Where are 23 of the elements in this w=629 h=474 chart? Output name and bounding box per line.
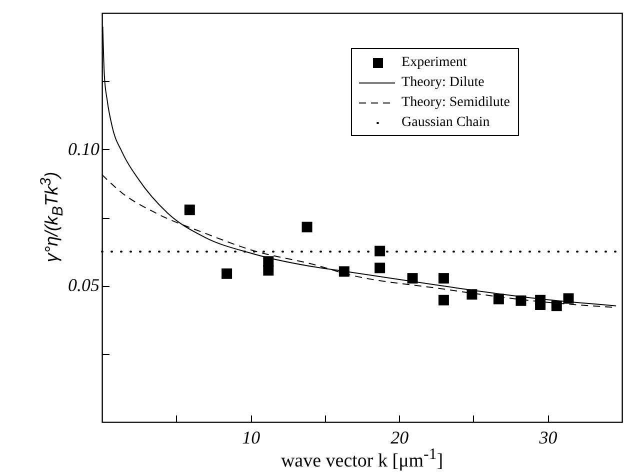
legend-label: Theory: Dilute [402,74,484,92]
y-tick-label: 0.10 [68,138,100,159]
point [438,273,449,284]
point [438,294,449,306]
x-tick-label: 10 [242,428,260,448]
legend-label: Theory: Semidilute [402,94,510,112]
point [374,262,386,274]
point [551,300,562,312]
x-axis-title: wave vector k [μm$^{-1}$] [280,446,444,472]
y-tick-label: 0.05 [68,275,100,296]
point [374,246,386,256]
point [493,294,504,304]
x-tick-label: 20 [390,428,409,448]
x-tick-label: 30 [538,428,558,448]
legend-label: Gaussian Chain [402,114,490,132]
point [407,273,418,284]
point [302,222,312,232]
point [263,265,274,276]
point [535,300,546,310]
legend-label: Experiment [402,54,467,72]
point [563,293,574,304]
point [222,268,232,279]
point [184,204,195,216]
